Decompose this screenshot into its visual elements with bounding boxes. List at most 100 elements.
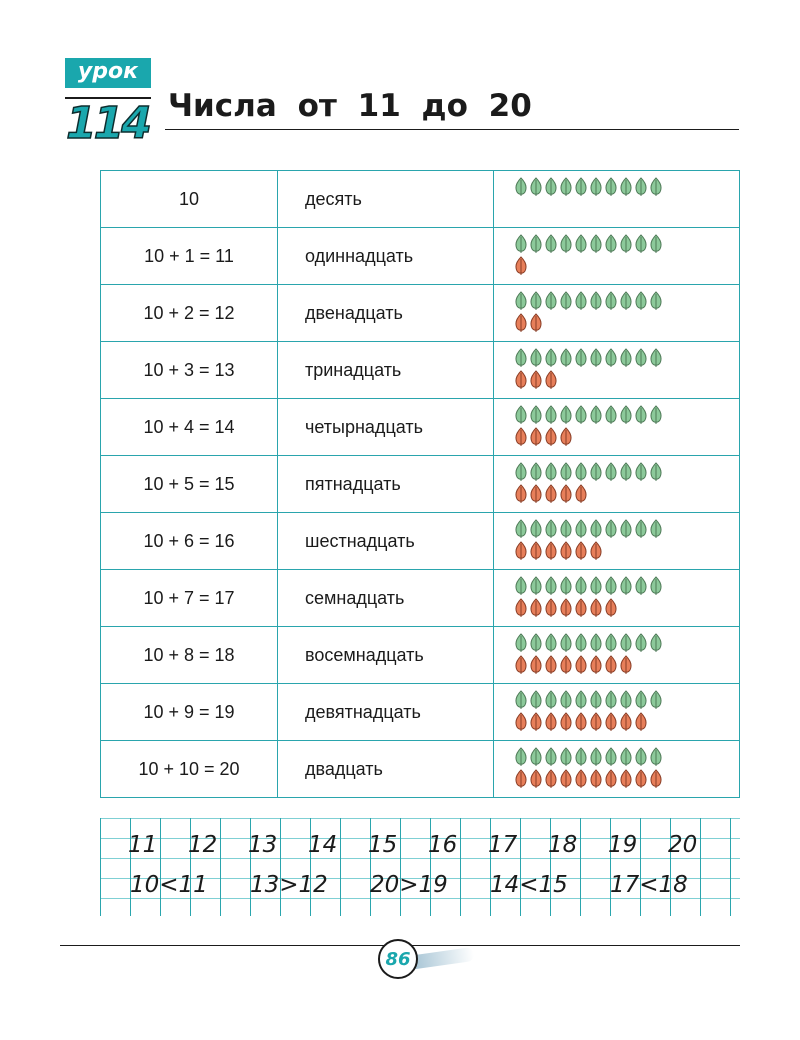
- table-row: 10 + 6 = 16 шестнадцать: [100, 512, 740, 570]
- green-leaf-icon: [635, 690, 647, 709]
- green-leaves: [514, 747, 739, 769]
- leaves-cell: [493, 626, 740, 684]
- green-leaf-icon: [560, 177, 572, 196]
- red-leaf-icon: [515, 598, 527, 617]
- equation-cell: 10: [100, 170, 278, 228]
- green-leaf-icon: [530, 690, 542, 709]
- green-leaf-icon: [605, 234, 617, 253]
- green-leaf-icon: [545, 177, 557, 196]
- green-leaf-icon: [620, 291, 632, 310]
- equation-cell: 10 + 8 = 18: [100, 626, 278, 684]
- green-leaf-icon: [530, 234, 542, 253]
- green-leaf-icon: [590, 519, 602, 538]
- green-leaf-icon: [650, 576, 662, 595]
- red-leaf-icon: [590, 769, 602, 788]
- green-leaf-icon: [605, 576, 617, 595]
- leaves-cell: [493, 512, 740, 570]
- copybook-number: 17: [488, 832, 518, 858]
- red-leaves: [514, 541, 739, 563]
- number-word-cell: пятнадцать: [277, 455, 494, 513]
- green-leaf-icon: [560, 462, 572, 481]
- green-leaf-icon: [560, 234, 572, 253]
- green-leaf-icon: [635, 234, 647, 253]
- green-leaf-icon: [575, 405, 587, 424]
- green-leaf-icon: [620, 747, 632, 766]
- copybook-grid: [100, 818, 740, 916]
- green-leaf-icon: [515, 348, 527, 367]
- green-leaf-icon: [575, 633, 587, 652]
- equation-cell: 10 + 5 = 15: [100, 455, 278, 513]
- red-leaf-icon: [515, 370, 527, 389]
- green-leaf-icon: [575, 234, 587, 253]
- green-leaf-icon: [575, 462, 587, 481]
- red-leaf-icon: [515, 313, 527, 332]
- copybook-number: 19: [608, 832, 638, 858]
- green-leaves: [514, 576, 739, 598]
- green-leaves: [514, 405, 739, 427]
- number-word-cell: десять: [277, 170, 494, 228]
- green-leaf-icon: [620, 234, 632, 253]
- leaves-cell: [493, 455, 740, 513]
- lesson-badge: урок: [65, 58, 151, 88]
- red-leaf-icon: [635, 712, 647, 731]
- red-leaf-icon: [545, 712, 557, 731]
- red-leaf-icon: [545, 655, 557, 674]
- green-leaf-icon: [650, 291, 662, 310]
- green-leaf-icon: [560, 747, 572, 766]
- red-leaf-icon: [515, 769, 527, 788]
- red-leaf-icon: [650, 769, 662, 788]
- table-row: 10 + 2 = 12 двенадцать: [100, 284, 740, 342]
- green-leaf-icon: [605, 462, 617, 481]
- red-leaves: [514, 598, 739, 620]
- green-leaves: [514, 633, 739, 655]
- green-leaf-icon: [590, 405, 602, 424]
- red-leaf-icon: [620, 712, 632, 731]
- green-leaf-icon: [620, 177, 632, 196]
- equation-cell: 10 + 7 = 17: [100, 569, 278, 627]
- green-leaf-icon: [545, 576, 557, 595]
- green-leaf-icon: [545, 519, 557, 538]
- red-leaf-icon: [560, 769, 572, 788]
- green-leaf-icon: [530, 633, 542, 652]
- green-leaf-icon: [515, 234, 527, 253]
- green-leaf-icon: [635, 519, 647, 538]
- green-leaf-icon: [530, 291, 542, 310]
- red-leaf-icon: [605, 655, 617, 674]
- green-leaf-icon: [605, 690, 617, 709]
- green-leaf-icon: [515, 690, 527, 709]
- copybook-number: 16: [428, 832, 458, 858]
- red-leaf-icon: [530, 541, 542, 560]
- table-row: 10 + 5 = 15 пятнадцать: [100, 455, 740, 513]
- green-leaf-icon: [545, 747, 557, 766]
- green-leaf-icon: [530, 462, 542, 481]
- number-word-cell: восемнадцать: [277, 626, 494, 684]
- green-leaves: [514, 234, 739, 256]
- green-leaf-icon: [635, 291, 647, 310]
- number-word-cell: тринадцать: [277, 341, 494, 399]
- green-leaf-icon: [515, 405, 527, 424]
- equation-cell: 10 + 2 = 12: [100, 284, 278, 342]
- red-leaf-icon: [545, 541, 557, 560]
- red-leaf-icon: [605, 598, 617, 617]
- green-leaf-icon: [650, 348, 662, 367]
- green-leaf-icon: [530, 576, 542, 595]
- title-underline: [165, 129, 739, 130]
- green-leaf-icon: [545, 348, 557, 367]
- green-leaf-icon: [590, 462, 602, 481]
- green-leaves: [514, 690, 739, 712]
- red-leaf-icon: [515, 712, 527, 731]
- green-leaf-icon: [530, 348, 542, 367]
- red-leaf-icon: [620, 655, 632, 674]
- green-leaf-icon: [650, 177, 662, 196]
- red-leaf-icon: [590, 712, 602, 731]
- copybook-comparison: 14<15: [490, 872, 568, 898]
- red-leaf-icon: [515, 256, 527, 275]
- green-leaf-icon: [545, 462, 557, 481]
- green-leaf-icon: [650, 633, 662, 652]
- green-leaf-icon: [515, 633, 527, 652]
- green-leaf-icon: [530, 519, 542, 538]
- green-leaf-icon: [545, 633, 557, 652]
- red-leaf-icon: [590, 541, 602, 560]
- table-row: 10 + 1 = 11 одиннадцать: [100, 227, 740, 285]
- copybook-number: 13: [248, 832, 278, 858]
